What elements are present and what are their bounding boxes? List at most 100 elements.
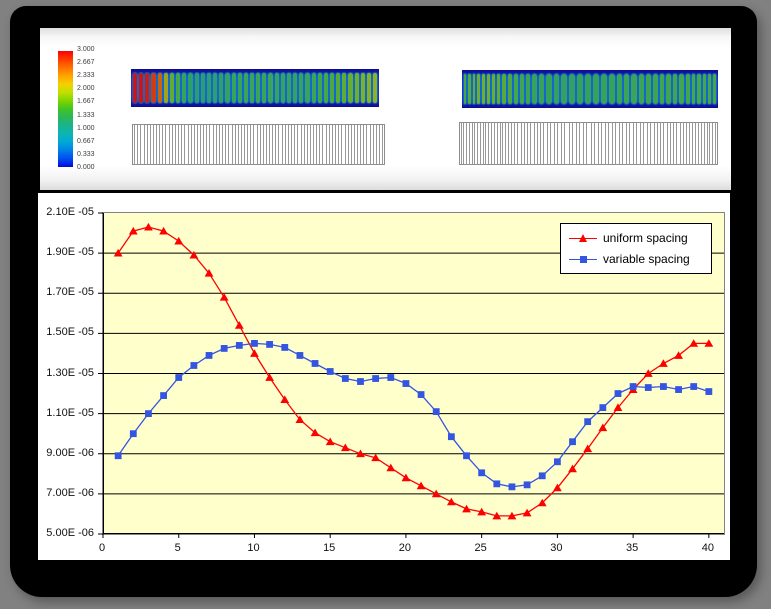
heat-bar: [532, 74, 538, 104]
heat-bar: [360, 73, 365, 103]
heat-bar: [194, 73, 199, 103]
y-tick-label: 1.30E -05: [46, 366, 94, 379]
heat-bar: [366, 73, 372, 103]
x-tick-label: 10: [247, 542, 260, 554]
heat-bar: [561, 74, 568, 104]
colorbar-label: 2.333: [77, 72, 95, 80]
fin-cell: [196, 125, 202, 164]
triangle-marker-icon: [569, 233, 597, 243]
colorbar-label: 0.333: [77, 150, 95, 158]
heat-bar: [299, 73, 304, 103]
legend: uniform spacing variable spacing: [560, 223, 712, 274]
heat-bar: [145, 73, 150, 103]
fin-cell: [228, 125, 233, 164]
x-tick-label: 40: [701, 542, 714, 554]
heat-bar: [151, 73, 156, 103]
colorbar-label: 3.000: [77, 46, 95, 53]
heat-bar: [539, 74, 545, 104]
heat-bar: [585, 74, 592, 104]
fin-cell: [471, 123, 476, 164]
fin-cell: [564, 123, 570, 164]
fin-cell: [366, 125, 371, 164]
window-frame: 3.000 2.667 2.333 2.000 1.667 1.333 1.000 0.667…: [10, 6, 757, 597]
heat-bar: [477, 74, 481, 104]
fin-cell: [712, 123, 716, 164]
heat-bar: [679, 74, 684, 104]
heat-bar: [525, 74, 531, 104]
heat-bar: [608, 74, 615, 104]
fin-cell: [335, 125, 340, 164]
heat-bar: [206, 73, 212, 103]
fin-cell: [608, 123, 614, 164]
fin-cell: [171, 125, 176, 164]
x-tick-label: 30: [550, 542, 563, 554]
heat-bar: [133, 73, 138, 103]
fin-cell: [536, 123, 542, 164]
heat-bar: [713, 74, 716, 104]
heat-bar: [348, 73, 353, 103]
y-tick-label: 1.70E -05: [46, 286, 94, 299]
heat-bar: [256, 73, 261, 103]
fin-cell: [669, 123, 675, 164]
x-tick-label: 5: [174, 542, 181, 554]
fin-cell: [517, 123, 522, 164]
y-tick-label: 1.50E -05: [46, 326, 94, 339]
x-tick-label: 0: [98, 542, 106, 554]
x-tick-label: 15: [323, 542, 336, 554]
heat-bar: [231, 73, 236, 103]
fin-cell: [247, 125, 252, 164]
fin-cell: [688, 123, 693, 164]
heat-bar: [496, 74, 501, 104]
legend-label-uniform: uniform spacing: [603, 231, 688, 245]
fin-cell: [316, 125, 321, 164]
square-marker-icon: [569, 254, 597, 264]
fin-cell: [482, 123, 487, 164]
colorbar-gradient: [58, 51, 73, 167]
fin-cell: [649, 123, 655, 164]
heat-bar: [268, 73, 273, 103]
fin-cell: [215, 125, 220, 164]
fin-cell: [530, 123, 535, 164]
fin-cell: [240, 125, 246, 164]
fin-cell: [309, 125, 315, 164]
fin-cell: [291, 125, 296, 164]
heat-bar: [262, 73, 267, 103]
heat-bar: [491, 74, 495, 104]
heat-bar: [697, 74, 701, 104]
heat-bar: [330, 73, 335, 103]
fin-cell: [700, 123, 705, 164]
heat-bar: [317, 73, 322, 103]
fin-cell: [303, 125, 308, 164]
heat-bar: [342, 73, 347, 103]
fin-cell: [682, 123, 687, 164]
heat-bar: [237, 73, 242, 103]
heat-bar: [624, 74, 630, 104]
heat-bar: [691, 74, 696, 104]
heat-bar: [305, 73, 310, 103]
fin-cell: [586, 123, 592, 164]
heat-bar: [163, 73, 168, 103]
heat-bar: [249, 73, 255, 103]
fin-cell: [695, 123, 699, 164]
heat-bar: [213, 73, 218, 103]
fin-cell: [656, 123, 662, 164]
fin-cell: [140, 125, 145, 164]
heat-bar: [219, 73, 224, 103]
heat-bar: [652, 74, 658, 104]
legend-label-variable: variable spacing: [603, 252, 690, 266]
fin-cell: [511, 123, 516, 164]
heat-bar: [553, 74, 560, 104]
contour-strip-variable: [462, 70, 718, 108]
heat-bar: [472, 74, 476, 104]
heat-bar: [200, 73, 205, 103]
fin-cell: [278, 125, 283, 164]
fin-cell: [259, 125, 264, 164]
heat-bar: [176, 73, 181, 103]
fin-cell: [203, 125, 208, 164]
colorbar-label: 2.667: [77, 59, 95, 67]
chart-panel: 5.00E -06 7.00E -06 9.00E -06 1.10E -05 1.30…: [38, 193, 730, 560]
heat-bar: [311, 73, 316, 103]
heat-bar: [577, 74, 584, 104]
fin-cell: [550, 123, 556, 164]
fin-cell: [477, 123, 481, 164]
